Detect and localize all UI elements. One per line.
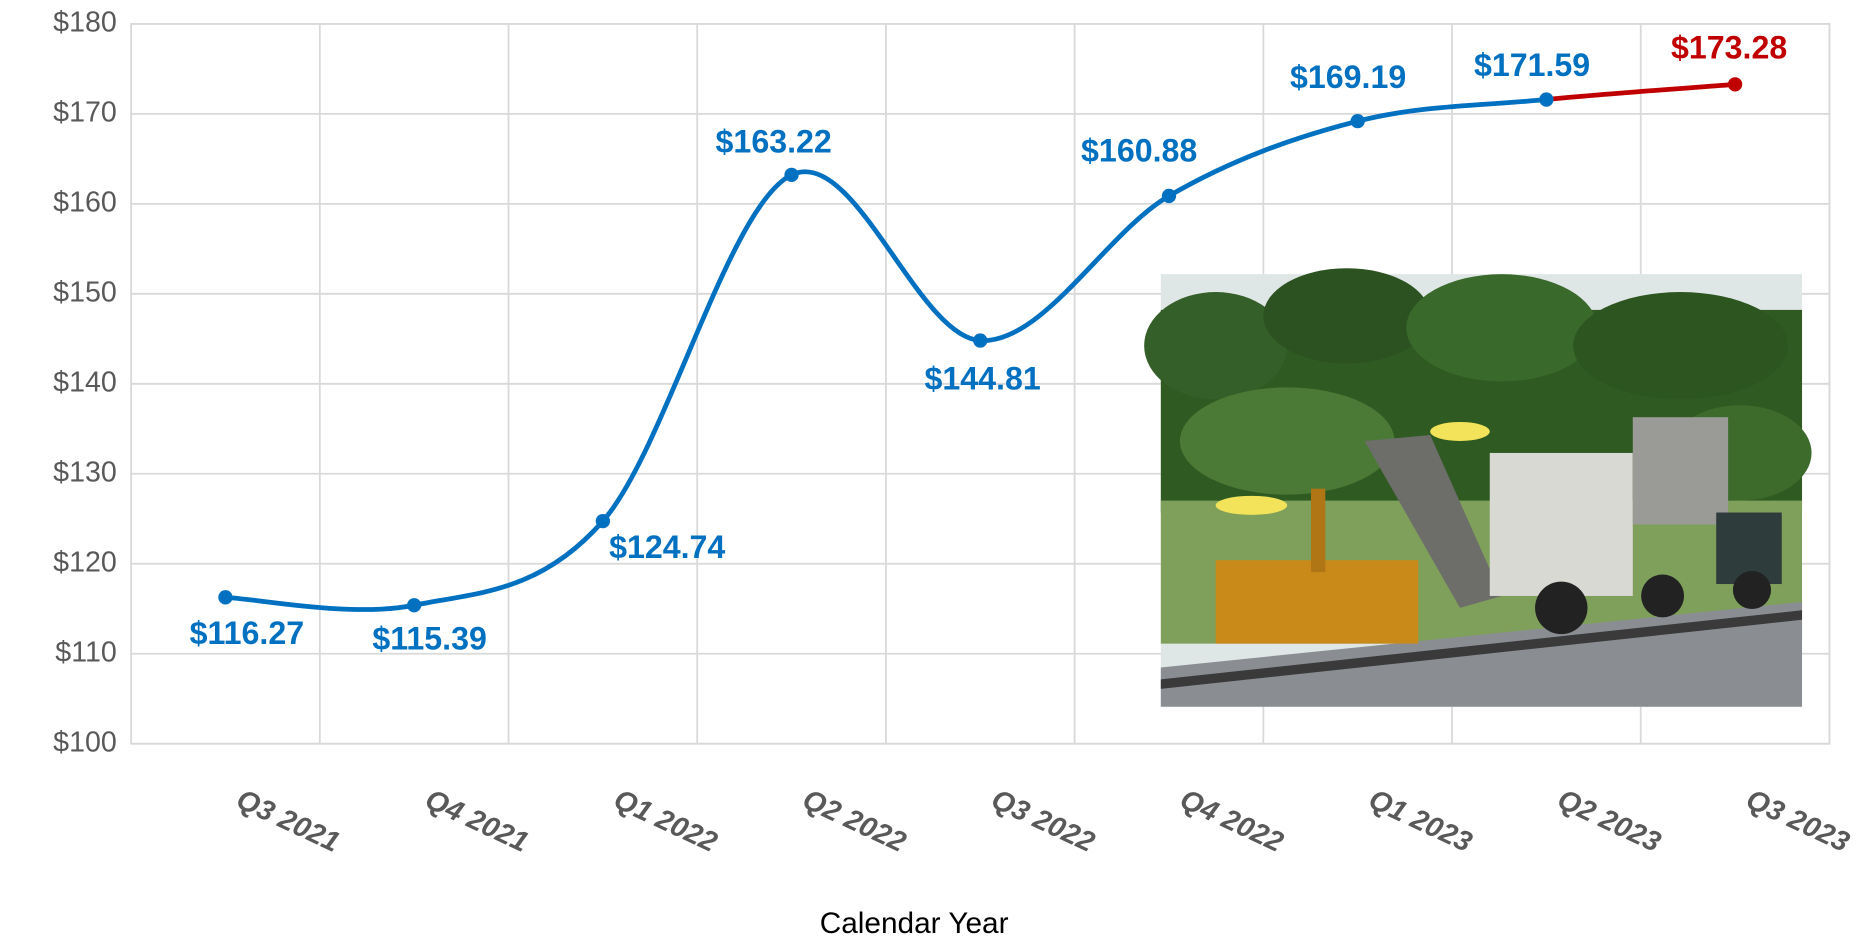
data-label: $171.59: [1474, 47, 1590, 83]
data-label: $124.74: [609, 529, 725, 565]
x-tick-label: Q3 2021: [232, 783, 345, 858]
data-point: [595, 513, 611, 529]
y-tick-label: $160: [53, 186, 117, 218]
data-label: $144.81: [925, 361, 1041, 397]
x-tick-label: Q3 2023: [1741, 783, 1854, 858]
x-tick-label: Q2 2022: [798, 783, 911, 858]
data-point: [973, 333, 988, 348]
data-point: [1727, 77, 1743, 92]
x-tick-label: Q1 2023: [1364, 783, 1477, 858]
line-segment: [225, 97, 1547, 612]
y-tick-label: $140: [53, 366, 117, 398]
data-point: [1539, 92, 1554, 107]
data-point: [1350, 113, 1365, 129]
data-label: $116.27: [190, 615, 304, 651]
y-tick-label: $180: [53, 6, 117, 38]
data-point: [407, 598, 422, 613]
x-tick-label: Q2 2023: [1552, 783, 1665, 858]
data-label: $115.39: [372, 621, 486, 657]
data-label: $160.88: [1081, 133, 1197, 169]
line-segment: [1546, 81, 1736, 102]
y-tick-label: $150: [53, 276, 117, 308]
data-label: $173.28: [1671, 29, 1787, 65]
data-label: $163.22: [716, 123, 832, 159]
x-axis-title: Calendar Year: [820, 907, 1009, 940]
y-tick-label: $130: [53, 456, 117, 488]
x-tick-label: Q1 2022: [609, 783, 722, 858]
y-tick-label: $170: [53, 96, 117, 128]
x-tick-label: Q4 2022: [1175, 783, 1288, 858]
x-tick-label: Q4 2021: [420, 783, 533, 858]
plot-border: [130, 22, 1831, 745]
data-point: [218, 590, 233, 605]
photo: [1144, 268, 1812, 707]
x-tick-label: Q3 2022: [986, 783, 1099, 858]
data-label: $169.19: [1290, 59, 1406, 95]
data-point: [1161, 188, 1177, 204]
data-point: [784, 167, 799, 183]
y-tick-label: $120: [53, 546, 117, 578]
y-tick-label: $100: [53, 726, 117, 758]
y-tick-label: $110: [55, 636, 116, 668]
